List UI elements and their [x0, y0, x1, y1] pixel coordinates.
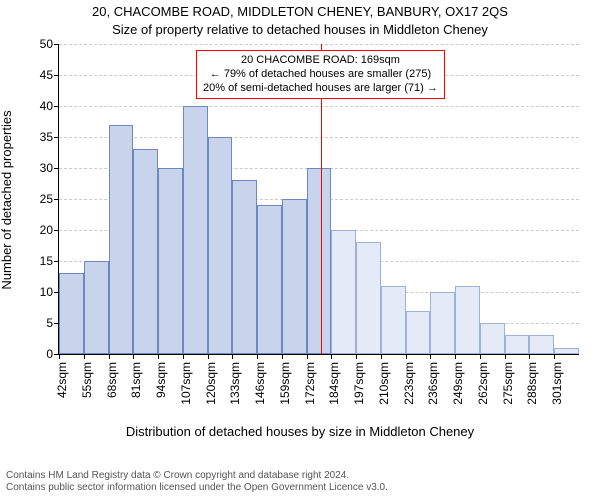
histogram-bar	[554, 348, 579, 354]
histogram-bar	[133, 149, 158, 354]
xtick-mark	[406, 354, 407, 359]
histogram-bar	[183, 106, 208, 354]
xtick-label: 275sqm	[501, 362, 515, 405]
xtick-label: 301sqm	[550, 362, 564, 405]
xtick-mark	[109, 354, 110, 359]
xtick-mark	[356, 354, 357, 359]
ytick-label: 30	[40, 161, 59, 175]
xtick-mark	[480, 354, 481, 359]
x-axis-label: Distribution of detached houses by size …	[0, 424, 600, 439]
histogram-bar	[529, 335, 554, 354]
xtick-label: 55sqm	[80, 362, 94, 398]
xtick-mark	[232, 354, 233, 359]
xtick-label: 197sqm	[352, 362, 366, 405]
gridline	[59, 106, 579, 107]
histogram-bar	[455, 286, 480, 354]
xtick-label: 133sqm	[228, 362, 242, 405]
footer-line-1: Contains HM Land Registry data © Crown c…	[6, 470, 388, 482]
xtick-label: 120sqm	[204, 362, 218, 405]
ytick-label: 10	[40, 285, 59, 299]
histogram-bar	[109, 125, 134, 354]
histogram-bar	[406, 311, 431, 354]
xtick-label: 159sqm	[278, 362, 292, 405]
xtick-mark	[505, 354, 506, 359]
xtick-label: 288sqm	[525, 362, 539, 405]
xtick-mark	[529, 354, 530, 359]
xtick-label: 81sqm	[129, 362, 143, 398]
histogram-bar	[381, 286, 406, 354]
xtick-mark	[455, 354, 456, 359]
xtick-mark	[208, 354, 209, 359]
xtick-label: 223sqm	[402, 362, 416, 405]
histogram-plot: 0510152025303540455042sqm55sqm68sqm81sqm…	[58, 44, 579, 355]
footer-line-2: Contains public sector information licen…	[6, 482, 388, 494]
xtick-label: 94sqm	[154, 362, 168, 398]
xtick-mark	[282, 354, 283, 359]
xtick-label: 68sqm	[105, 362, 119, 398]
histogram-bar	[430, 292, 455, 354]
histogram-bar	[208, 137, 233, 354]
xtick-mark	[133, 354, 134, 359]
xtick-label: 172sqm	[303, 362, 317, 405]
histogram-bar	[331, 230, 356, 354]
xtick-label: 184sqm	[327, 362, 341, 405]
histogram-bar	[257, 205, 282, 354]
y-axis-label: Number of detached properties	[0, 110, 14, 289]
histogram-bar	[84, 261, 109, 354]
xtick-label: 249sqm	[451, 362, 465, 405]
annotation-line: ← 79% of detached houses are smaller (27…	[203, 68, 438, 82]
ytick-label: 50	[40, 37, 59, 51]
xtick-mark	[257, 354, 258, 359]
ytick-label: 0	[46, 347, 59, 361]
page-title-address: 20, CHACOMBE ROAD, MIDDLETON CHENEY, BAN…	[0, 4, 600, 19]
annotation-box: 20 CHACOMBE ROAD: 169sqm← 79% of detache…	[196, 50, 445, 99]
xtick-label: 236sqm	[426, 362, 440, 405]
xtick-mark	[183, 354, 184, 359]
xtick-label: 146sqm	[253, 362, 267, 405]
histogram-bar	[356, 242, 381, 354]
histogram-bar	[232, 180, 257, 354]
histogram-bar	[282, 199, 307, 354]
xtick-label: 42sqm	[55, 362, 69, 398]
xtick-label: 210sqm	[377, 362, 391, 405]
xtick-label: 262sqm	[476, 362, 490, 405]
ytick-label: 5	[46, 316, 59, 330]
ytick-label: 15	[40, 254, 59, 268]
ytick-label: 45	[40, 68, 59, 82]
footer-attribution: Contains HM Land Registry data © Crown c…	[6, 470, 388, 494]
histogram-bar	[59, 273, 84, 354]
xtick-mark	[158, 354, 159, 359]
ytick-label: 40	[40, 99, 59, 113]
histogram-bar	[307, 168, 332, 354]
xtick-mark	[307, 354, 308, 359]
histogram-bar	[158, 168, 183, 354]
gridline	[59, 137, 579, 138]
xtick-mark	[554, 354, 555, 359]
annotation-line: 20 CHACOMBE ROAD: 169sqm	[203, 54, 438, 68]
xtick-mark	[381, 354, 382, 359]
ytick-label: 25	[40, 192, 59, 206]
gridline	[59, 44, 579, 45]
histogram-bar	[480, 323, 505, 354]
xtick-mark	[331, 354, 332, 359]
page-title-subtitle: Size of property relative to detached ho…	[0, 22, 600, 37]
xtick-mark	[84, 354, 85, 359]
ytick-label: 20	[40, 223, 59, 237]
xtick-mark	[59, 354, 60, 359]
annotation-line: 20% of semi-detached houses are larger (…	[203, 82, 438, 96]
xtick-label: 107sqm	[179, 362, 193, 405]
ytick-label: 35	[40, 130, 59, 144]
xtick-mark	[430, 354, 431, 359]
histogram-bar	[505, 335, 530, 354]
